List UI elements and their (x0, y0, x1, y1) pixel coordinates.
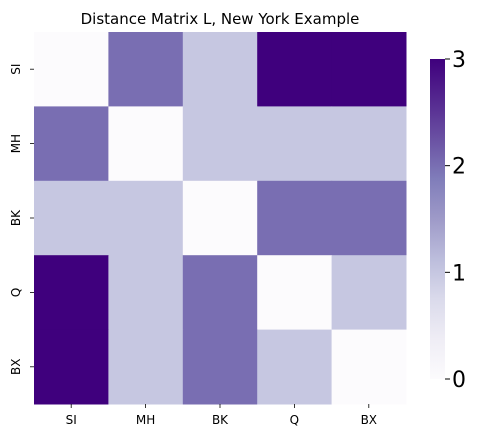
heatmap-cells (34, 32, 407, 405)
x-axis-ticks: SI MH BK Q BX (66, 404, 377, 427)
heatmap-cell-mh-q (257, 106, 333, 182)
heatmap-cell-bk-si (34, 180, 109, 256)
colorbar-tick-label: 2 (452, 155, 466, 180)
heatmap-cell-q-q (257, 255, 333, 331)
colorbar: 0 1 2 3 (430, 48, 466, 393)
heatmap-cell-bk-bk (182, 180, 258, 256)
colorbar-tick-label: 1 (452, 261, 466, 286)
heatmap-cell-si-bx (331, 32, 407, 107)
y-tick-label: BK (9, 209, 23, 226)
heatmap-cell-si-q (257, 32, 333, 107)
heatmap-cell-mh-mh (108, 106, 184, 182)
heatmap-cell-mh-bk (182, 106, 258, 182)
y-axis-ticks: SI MH BK Q BX (9, 64, 34, 375)
heatmap-cell-bx-si (34, 329, 109, 405)
heatmap-cell-bx-mh (108, 329, 184, 405)
heatmap-cell-q-mh (108, 255, 184, 331)
colorbar-gradient (430, 59, 445, 379)
y-tick-label: SI (9, 64, 23, 75)
heatmap-cell-q-si (34, 255, 109, 331)
x-tick-label: SI (66, 413, 77, 427)
x-tick-label: Q (290, 413, 299, 427)
y-tick-label: BX (9, 359, 23, 375)
heatmap-cell-bx-bk (182, 329, 258, 405)
heatmap-cell-mh-bx (331, 106, 407, 182)
y-tick-label: Q (9, 288, 23, 297)
colorbar-tick-label: 0 (452, 368, 466, 393)
heatmap-cell-bx-bx (331, 329, 407, 405)
x-tick-label: BK (212, 413, 229, 427)
x-tick-label: MH (136, 413, 155, 427)
x-tick-label: BX (361, 413, 377, 427)
heatmap-cell-si-bk (182, 32, 258, 107)
heatmap-cell-q-bx (331, 255, 407, 331)
heatmap-cell-si-si (34, 32, 109, 107)
heatmap-cell-q-bk (182, 255, 258, 331)
y-tick-label: MH (9, 134, 23, 153)
heatmap-cell-bk-bx (331, 180, 407, 256)
chart-title: Distance Matrix L, New York Example (81, 10, 360, 28)
heatmap-cell-si-mh (108, 32, 184, 107)
heatmap-cell-mh-si (34, 106, 109, 182)
colorbar-tick-label: 3 (452, 48, 466, 73)
heatmap-cell-bx-q (257, 329, 333, 405)
heatmap-cell-bk-q (257, 180, 333, 256)
heatmap-cell-bk-mh (108, 180, 184, 256)
